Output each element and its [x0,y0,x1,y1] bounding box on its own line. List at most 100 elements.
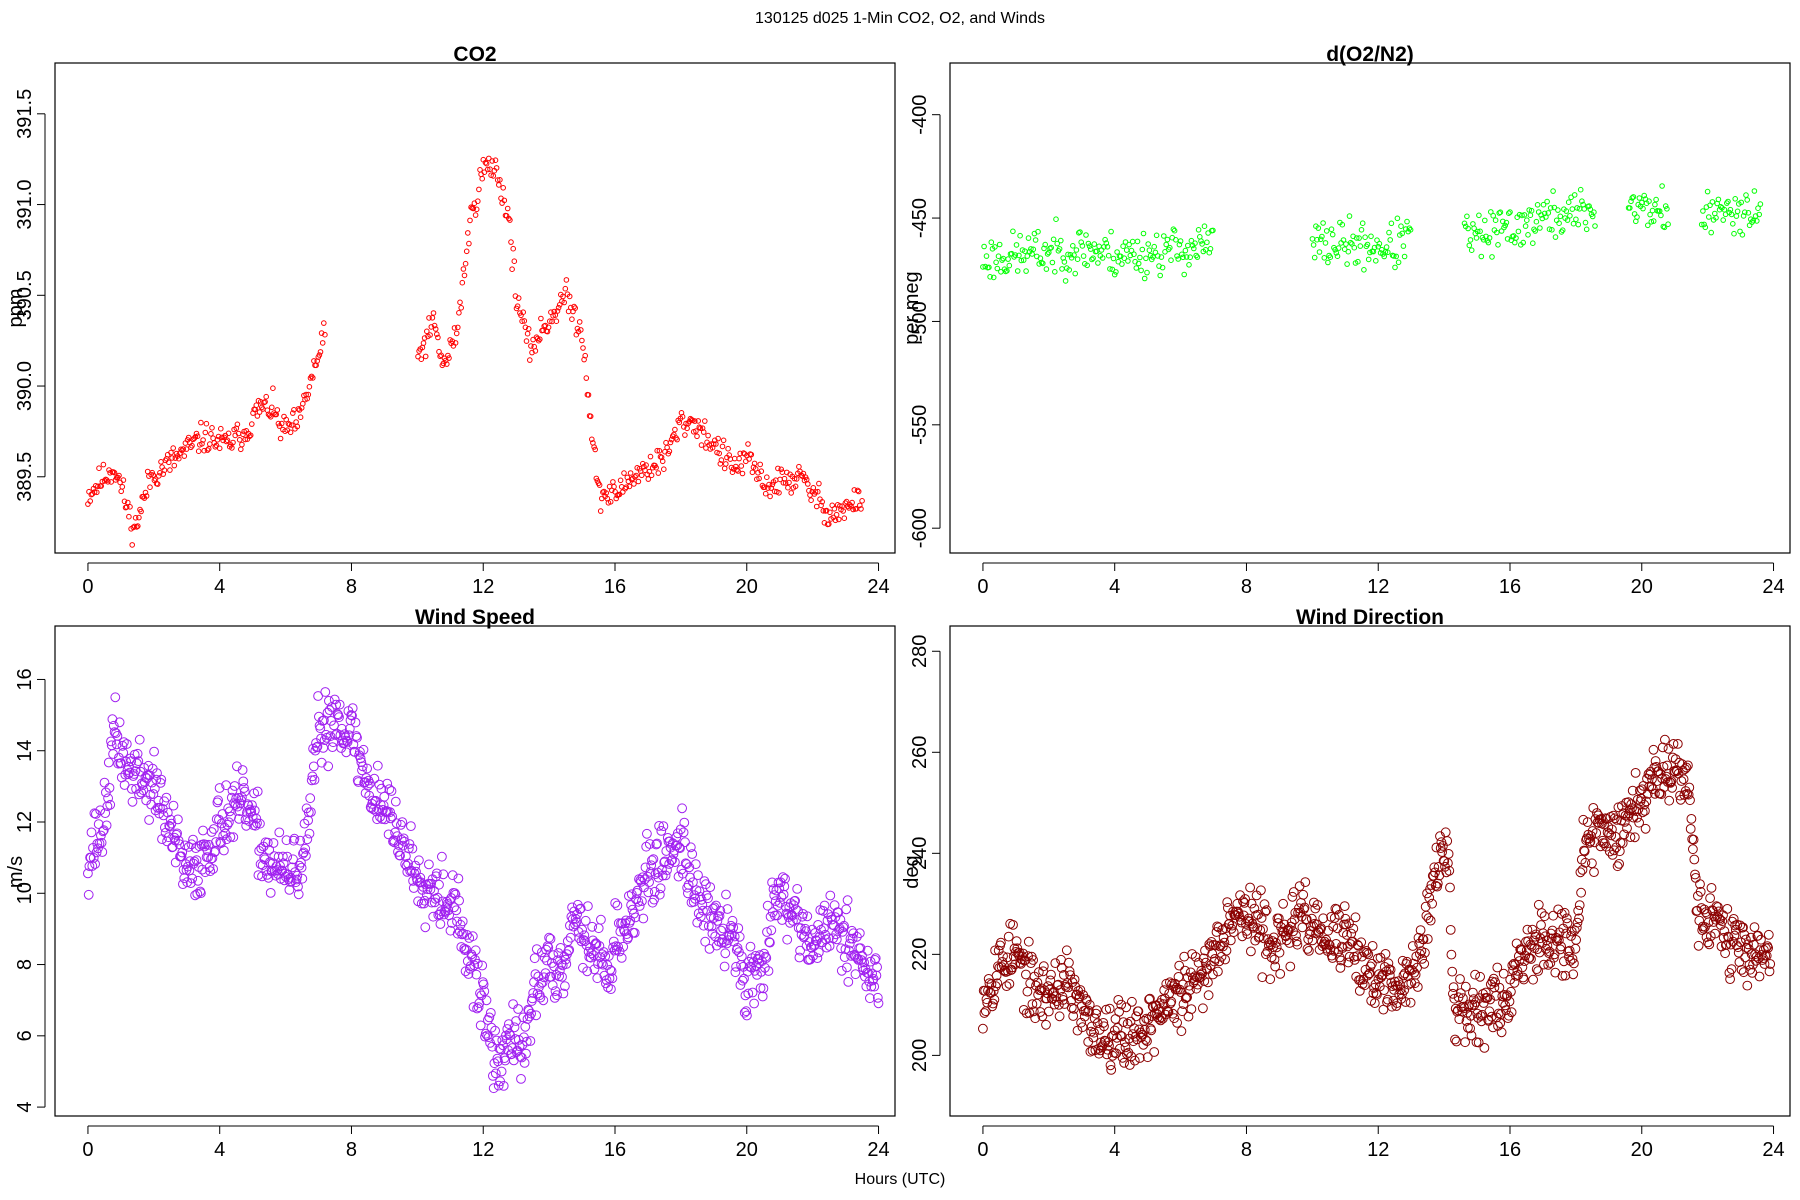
co2-point [437,353,443,360]
o2-point [1365,256,1372,263]
wind_direction-point [1344,951,1355,962]
wind_speed-point [552,955,563,965]
o2-point [1399,230,1405,237]
o2-point [1461,220,1468,227]
o2-plot: 0 4 8 12 16 20 24-600-550-500-450-400 [909,62,1791,598]
wind_direction-point [1149,1047,1160,1057]
wind_speed-point [498,1081,509,1091]
o2-point [1513,235,1519,241]
wind_speed-point [350,717,361,728]
wind_direction-point [1665,777,1675,787]
wind_direction-point [1415,949,1425,959]
wind_speed-point [513,1035,524,1045]
o2-point [1314,236,1320,243]
wind_speed-point [657,865,667,875]
wind_speed-point [416,898,427,909]
wind_speed-point [719,961,730,972]
wind_direction-point [1419,958,1430,969]
wind_speed-point [651,839,662,850]
co2-point [247,432,254,439]
wind_speed-point [106,736,116,747]
o2-point [1110,255,1117,262]
wind_speed-point [396,819,406,830]
wind_speed-point [397,817,408,827]
wind_speed-point [387,811,398,822]
wind_direction-point [1518,974,1529,985]
wind-speed-ylabel: m/s [5,856,27,888]
wind_direction-point [1221,945,1232,956]
wind_direction-point [1655,768,1666,779]
co2-point [484,166,491,173]
co2-point [431,322,438,329]
o2-point [1592,223,1598,229]
co2-point [451,325,458,331]
co2-point [645,476,652,482]
o2-point [1339,221,1346,228]
wind_direction-x-tick-label: 24 [1762,1139,1784,1161]
o2-point [1153,232,1160,239]
co2-point [285,420,292,427]
co2-point [475,198,481,204]
o2-point [1180,254,1186,261]
wind_direction-point [1526,941,1537,951]
o2-point [1012,252,1019,258]
co2-point [225,430,232,437]
wind_speed-point [607,973,618,984]
wind_direction-point [1756,934,1766,945]
wind_direction-point [1187,949,1197,959]
wind_direction-point [1628,812,1639,823]
co2-point [757,461,764,468]
wind_speed-point [524,1005,534,1016]
wind_direction-point [1049,986,1059,997]
wind_direction-point [1622,823,1632,834]
co2-point [472,212,479,218]
wind_direction-point [1685,824,1696,834]
wind_direction-point [1160,1009,1171,1020]
wind_speed-point [415,872,426,883]
co2-point [496,182,502,188]
co2-point [453,330,460,337]
wind_speed-point [587,921,598,932]
co2-point [489,158,496,164]
co2-point [585,392,592,398]
o2-point [1488,209,1494,215]
o2-point [1020,257,1027,263]
wind_direction-point [1400,997,1411,1007]
o2-point [1176,241,1183,248]
wind_speed-point [763,966,774,976]
o2-point [1102,236,1108,243]
wind_direction-point [1746,932,1756,943]
wind_direction-x-tick-label: 4 [1109,1139,1120,1161]
wind_speed-point [732,943,743,953]
o2-point [1629,195,1635,201]
wind_direction-point [1259,899,1270,910]
o2-point [1191,245,1197,252]
wind_speed-point [89,808,100,819]
wind_direction-point [1403,979,1414,990]
wind_direction-point [1240,894,1250,904]
wind_speed-point [234,806,245,817]
co2-point [653,464,659,471]
o2-point [1471,225,1477,232]
o2-point [1713,215,1719,221]
wind_direction-point [1174,960,1185,971]
wind_speed-point [437,896,448,907]
wind_direction-point [1343,957,1354,968]
wind_direction-point [1139,1025,1150,1035]
wind_direction-point [1743,939,1753,950]
wind_speed-point [656,826,667,836]
co2-point [194,433,201,440]
wind_direction-point [1476,1016,1487,1027]
wind_direction-point [1362,970,1373,981]
o2-point [1738,199,1744,206]
wind_direction-point [1479,1043,1490,1053]
o2-point [1541,210,1548,217]
wind_speed-point [692,917,703,928]
co2-point [576,319,583,325]
wind_speed-point [859,957,869,968]
wind_speed-point [247,800,257,810]
o2-point [1157,272,1163,279]
wind_direction-point [1513,951,1524,961]
wind_direction-point [1448,988,1458,999]
wind_speed-point [449,902,460,913]
